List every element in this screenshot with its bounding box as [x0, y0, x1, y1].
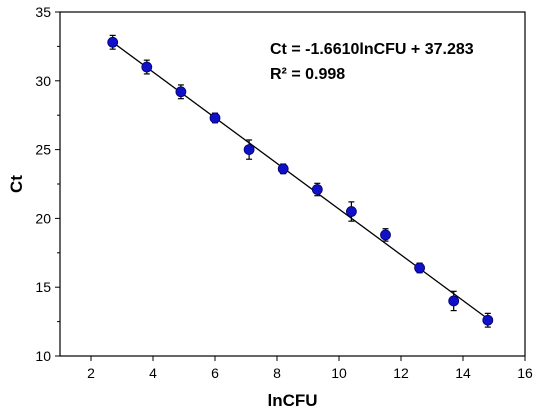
data-point: [414, 262, 426, 274]
point-marker: [345, 206, 357, 217]
x-tick-label: 10: [331, 365, 347, 381]
y-axis-title: Ct: [7, 175, 26, 193]
data-point: [482, 312, 494, 328]
data-point: [277, 163, 289, 175]
data-point: [448, 290, 460, 312]
point-marker: [243, 144, 255, 156]
fit-line-layer: [109, 39, 493, 323]
data-point: [380, 228, 391, 242]
y-tick-label: 10: [35, 348, 51, 364]
fit-line: [109, 39, 493, 323]
x-tick-label: 12: [393, 365, 409, 381]
x-tick-label: 14: [455, 365, 471, 381]
data-point: [311, 182, 323, 197]
r-squared-annotation: R² = 0.998: [270, 66, 345, 83]
point-marker: [482, 314, 494, 326]
point-marker: [414, 262, 426, 274]
x-tick-label: 16: [517, 365, 533, 381]
data-point: [345, 201, 357, 222]
point-marker: [175, 86, 187, 98]
equation-annotation: Ct = -1.6610lnCFU + 37.283: [270, 41, 474, 58]
x-tick-label: 4: [149, 365, 157, 381]
data-points-layer: [107, 34, 494, 328]
y-tick-label: 35: [35, 4, 51, 20]
x-tick-label: 2: [87, 365, 95, 381]
y-tick-label: 20: [35, 210, 51, 226]
y-tick-label: 30: [35, 73, 51, 89]
data-point: [107, 34, 119, 50]
axis-ticks: 2 4 6 8 10 12 14 16 10 15 20 25 30 35: [35, 4, 533, 381]
data-point: [141, 59, 153, 75]
data-point: [243, 139, 255, 160]
point-marker: [448, 295, 460, 307]
point-marker: [107, 36, 119, 48]
point-marker: [380, 229, 391, 241]
x-tick-label: 6: [211, 365, 219, 381]
data-point: [175, 84, 187, 100]
y-tick-label: 15: [35, 279, 51, 295]
point-marker: [209, 112, 221, 124]
y-tick-label: 25: [35, 142, 51, 158]
point-marker: [311, 184, 323, 195]
point-marker: [277, 163, 289, 175]
x-axis-title: lnCFU: [267, 391, 317, 410]
data-point: [209, 112, 221, 124]
x-tick-label: 8: [273, 365, 281, 381]
point-marker: [141, 61, 153, 73]
